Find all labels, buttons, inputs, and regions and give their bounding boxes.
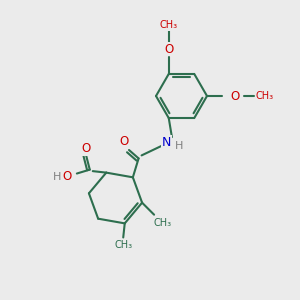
- Text: CH₃: CH₃: [153, 218, 171, 228]
- Text: H: H: [52, 172, 61, 182]
- Text: O: O: [62, 170, 71, 183]
- Text: CH₃: CH₃: [160, 20, 178, 30]
- Text: N: N: [162, 136, 171, 149]
- Text: CH₃: CH₃: [114, 240, 132, 250]
- Text: CH₃: CH₃: [256, 91, 274, 101]
- Text: O: O: [119, 135, 128, 148]
- Text: O: O: [164, 43, 173, 56]
- Text: H: H: [175, 141, 183, 151]
- Text: O: O: [82, 142, 91, 155]
- Text: O: O: [230, 89, 239, 103]
